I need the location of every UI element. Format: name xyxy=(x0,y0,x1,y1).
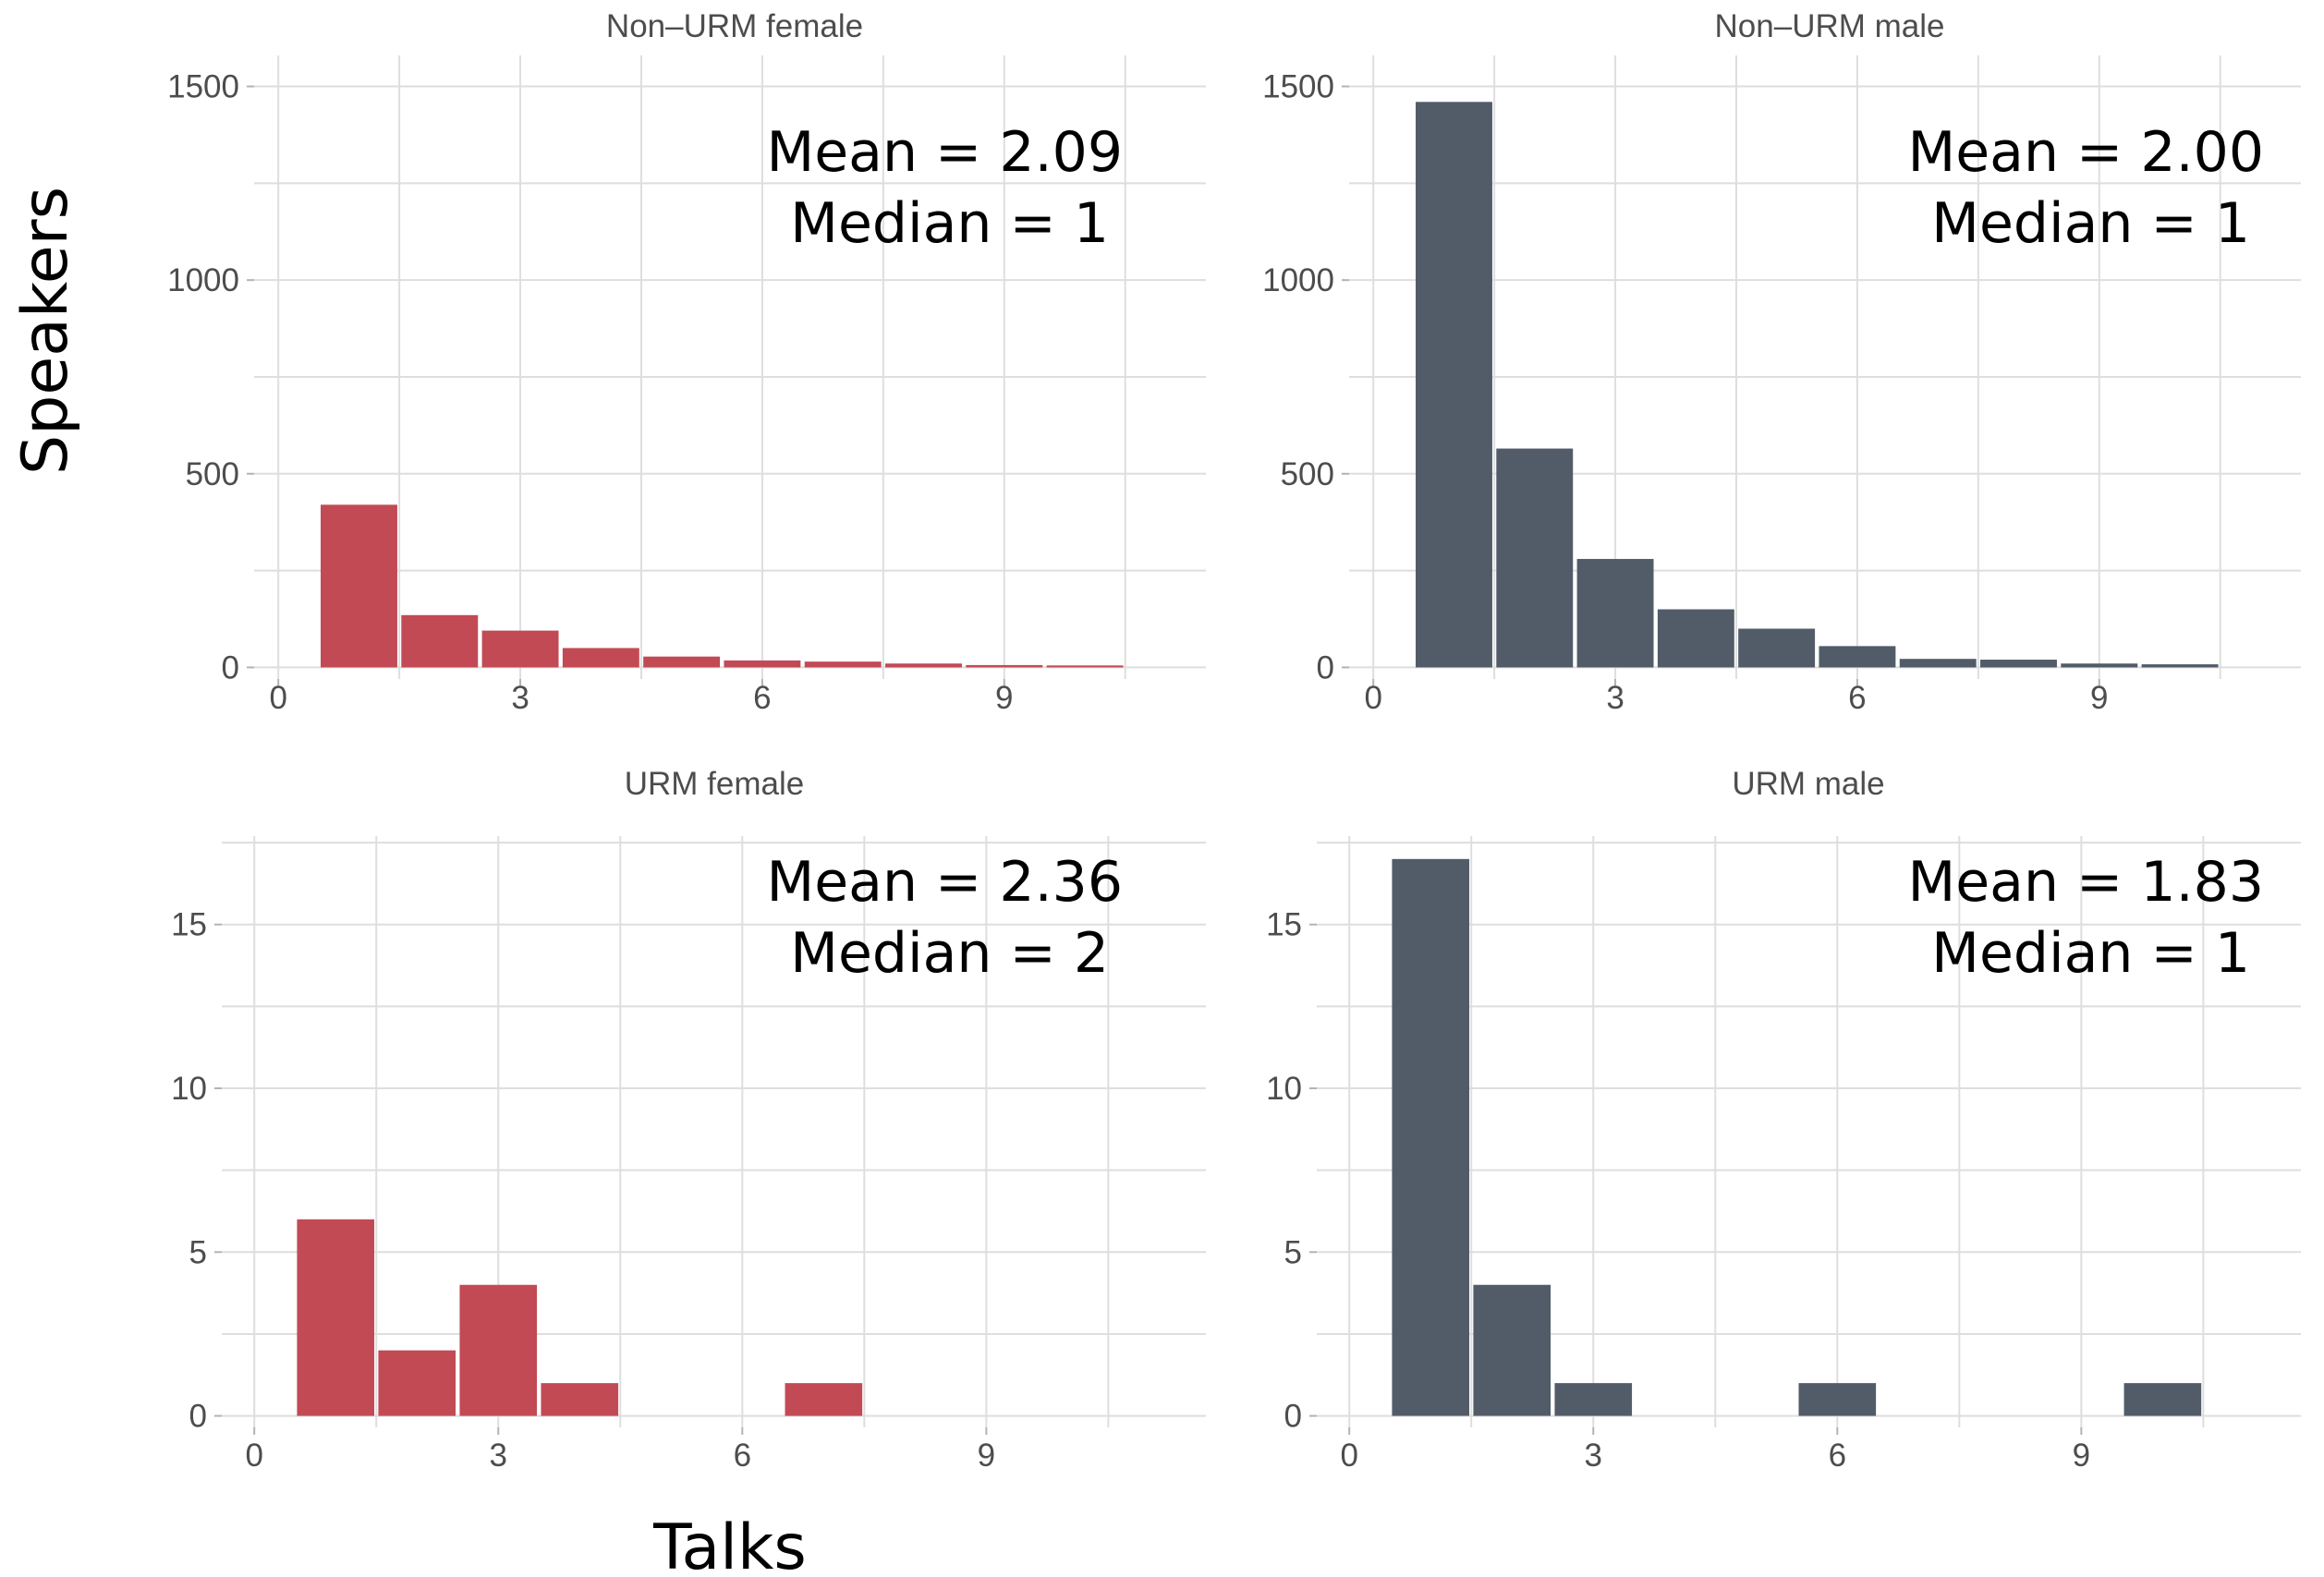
x-tick-label: 3 xyxy=(1606,680,1624,716)
histogram-bar xyxy=(966,664,1043,668)
histogram-bar xyxy=(2123,1383,2202,1416)
histogram-bar xyxy=(1980,660,2057,668)
histogram-bar xyxy=(1798,1383,1877,1416)
histogram-bar xyxy=(562,648,639,668)
histogram-bar xyxy=(321,504,397,668)
y-tick-label: 5 xyxy=(1284,1234,1302,1270)
histogram-bar xyxy=(481,630,559,668)
panel-title: URM male xyxy=(1732,766,1884,802)
y-tick-label: 1500 xyxy=(1262,69,1334,105)
y-axis-title: Speakers xyxy=(9,187,82,475)
y-tick-label: 5 xyxy=(189,1234,207,1270)
x-tick-label: 6 xyxy=(753,680,771,716)
x-tick-label: 0 xyxy=(1364,680,1381,716)
histogram-bar xyxy=(1416,102,1492,668)
histogram-bar xyxy=(297,1219,375,1416)
y-tick-label: 0 xyxy=(189,1399,207,1435)
histogram-bar xyxy=(1046,665,1124,668)
x-tick-label: 3 xyxy=(490,1437,507,1474)
mean-annotation: Mean = 2.36 xyxy=(767,850,1124,915)
histogram-bar xyxy=(804,661,882,668)
mean-annotation: Mean = 2.00 xyxy=(1908,120,2265,185)
y-tick-label: 15 xyxy=(1266,907,1302,943)
histogram-bar xyxy=(724,660,801,668)
median-annotation: Median = 2 xyxy=(790,921,1109,986)
y-tick-label: 10 xyxy=(1266,1071,1302,1107)
chart-panel: Non–URM female 0 3 6 9 0 500 1000 1500 Mean = 2.0… xyxy=(167,8,1206,716)
histogram-bar xyxy=(459,1284,538,1416)
histogram-bar xyxy=(643,656,721,668)
histogram-bar xyxy=(1657,609,1734,668)
histogram-bar xyxy=(885,663,962,668)
histogram-bar xyxy=(378,1350,456,1416)
x-tick-label: 6 xyxy=(1848,680,1866,716)
histogram-bar xyxy=(1496,448,1574,668)
median-annotation: Median = 1 xyxy=(790,191,1109,256)
panel-title: URM female xyxy=(625,766,804,802)
x-axis-title: Talks xyxy=(652,1511,807,1577)
x-tick-label: 9 xyxy=(995,680,1013,716)
y-tick-label: 1000 xyxy=(167,262,239,298)
histogram-bar xyxy=(1576,559,1654,668)
histogram-bar xyxy=(2141,664,2219,668)
histogram-bar xyxy=(1392,858,1470,1416)
x-tick-label: 0 xyxy=(269,680,286,716)
x-tick-label: 9 xyxy=(2073,1437,2090,1474)
x-tick-label: 3 xyxy=(511,680,529,716)
y-tick-label: 0 xyxy=(1317,649,1334,685)
x-tick-label: 0 xyxy=(245,1437,262,1474)
histogram-bar xyxy=(1554,1383,1633,1416)
x-tick-label: 9 xyxy=(978,1437,995,1474)
mean-annotation: Mean = 1.83 xyxy=(1908,850,2265,915)
y-tick-label: 10 xyxy=(171,1071,207,1107)
y-tick-label: 0 xyxy=(222,649,239,685)
y-tick-label: 0 xyxy=(1284,1399,1302,1435)
x-tick-label: 0 xyxy=(1340,1437,1357,1474)
y-tick-label: 500 xyxy=(1281,456,1334,492)
y-tick-label: 1000 xyxy=(1262,262,1334,298)
median-annotation: Median = 1 xyxy=(1931,921,2250,986)
y-tick-label: 500 xyxy=(186,456,239,492)
histogram-bar xyxy=(401,614,479,668)
histogram-bar xyxy=(1819,646,1896,668)
histogram-bar xyxy=(1738,628,1816,668)
panel-title: Non–URM male xyxy=(1715,8,1945,44)
x-tick-label: 3 xyxy=(1585,1437,1602,1474)
x-tick-label: 6 xyxy=(1829,1437,1846,1474)
y-tick-label: 1500 xyxy=(167,69,239,105)
x-tick-label: 9 xyxy=(2090,680,2108,716)
x-tick-label: 6 xyxy=(734,1437,751,1474)
histogram-bar xyxy=(541,1383,619,1416)
panel-title: Non–URM female xyxy=(606,8,863,44)
mean-annotation: Mean = 2.09 xyxy=(767,120,1124,185)
histogram-bar xyxy=(785,1383,863,1416)
median-annotation: Median = 1 xyxy=(1931,191,2250,256)
histogram-bar xyxy=(2061,663,2138,668)
histogram-bar xyxy=(1473,1284,1551,1416)
histogram-bar xyxy=(1899,659,1977,668)
chart-panel: Non–URM male 0 3 6 9 0 500 1000 1500 Mean = 2.00M… xyxy=(1262,8,2301,716)
y-tick-label: 15 xyxy=(171,907,207,943)
